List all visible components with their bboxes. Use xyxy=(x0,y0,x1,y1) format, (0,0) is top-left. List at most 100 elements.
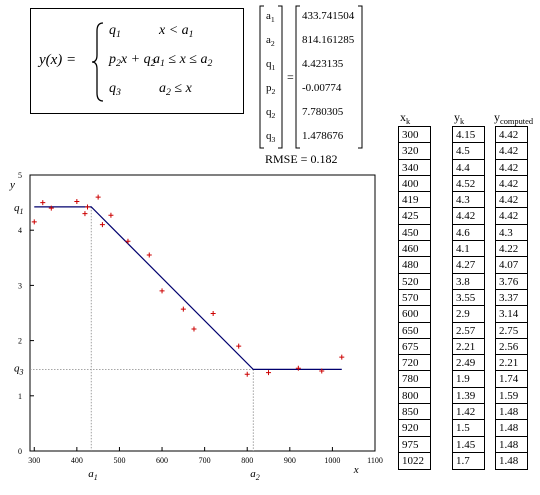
formula-lhs: y(x) = xyxy=(39,52,77,68)
x-cell: 450 xyxy=(399,225,430,242)
formula-case-1-expr: q1 xyxy=(109,23,121,40)
y-cell: 2.57 xyxy=(453,323,484,339)
param-label-a2: a2 xyxy=(266,34,275,48)
header-y: yk xyxy=(454,110,465,126)
x-tick-label: 800 xyxy=(241,456,253,465)
y-cell: 1.39 xyxy=(453,388,484,405)
x-cell: 650 xyxy=(399,323,430,339)
x-cell: 675 xyxy=(399,339,430,356)
ycomputed-cell: 1.74 xyxy=(496,371,527,388)
data-point xyxy=(295,365,301,371)
x-tick-label: 400 xyxy=(71,456,83,465)
y-cell: 4.5 xyxy=(453,143,484,160)
data-point xyxy=(266,370,272,376)
param-value-q1: 4.423135 xyxy=(302,58,344,70)
x-cell: 570 xyxy=(399,290,430,307)
data-point xyxy=(125,238,131,244)
column-x: 300 320 340 400 419 425 450 460 480 520 570 600 650 6… xyxy=(398,126,431,471)
y-cell: 1.9 xyxy=(453,371,484,388)
param-label-p2: p2 xyxy=(266,82,276,96)
x-cell: 800 xyxy=(399,388,430,405)
data-point xyxy=(108,212,114,218)
ycomputed-cell: 3.14 xyxy=(496,306,527,323)
x-cell: 780 xyxy=(399,371,430,388)
column-y: 4.15 4.5 4.4 4.52 4.3 4.42 4.6 4.1 4.27 3.8 3.55 2.… xyxy=(452,126,485,471)
data-point xyxy=(99,222,105,228)
x-tick-label: 1100 xyxy=(367,456,383,465)
x-cell: 400 xyxy=(399,176,430,193)
formula-case-1-cond: x < a1 xyxy=(159,23,194,40)
x-cell: 920 xyxy=(399,420,430,437)
plot-frame xyxy=(29,174,376,452)
formula-case-2-expr: p2x + q2 xyxy=(109,52,156,69)
a1-annotation: a1 xyxy=(88,468,98,482)
y-cell: 1.45 xyxy=(453,437,484,453)
y-cell: 1.7 xyxy=(456,454,470,467)
param-label-a1: a1 xyxy=(266,10,275,24)
x-cell: 720 xyxy=(399,355,430,372)
x-tick-label: 300 xyxy=(28,456,40,465)
q1-annotation: q1 xyxy=(14,202,24,216)
ycomputed-cell: 1.59 xyxy=(496,388,527,405)
data-point xyxy=(339,354,345,360)
ycomputed-cell: 3.37 xyxy=(496,290,527,307)
formula-case-2-cond: a1 ≤ x ≤ a2 xyxy=(153,52,213,69)
x-cell: 850 xyxy=(399,404,430,421)
param-value-q3: 1.478676 xyxy=(302,130,344,142)
ycomputed-cell: 4.07 xyxy=(496,257,527,274)
y-cell: 2.21 xyxy=(453,339,484,356)
fit-line xyxy=(34,206,342,370)
ycomputed-cell: 4.42 xyxy=(496,192,527,209)
param-label-q2: q2 xyxy=(266,106,276,120)
column-ycomputed: 4.42 4.42 4.42 4.42 4.42 4.42 4.3 4.22 4.07 3.76 3… xyxy=(495,126,528,471)
y-cell: 1.42 xyxy=(453,404,484,421)
ycomputed-cell: 4.42 xyxy=(496,160,527,176)
data-point xyxy=(85,204,90,210)
y-axis-label: y xyxy=(9,179,15,191)
y-tick-label: 0 xyxy=(18,447,22,456)
x-cell: 480 xyxy=(399,257,430,274)
ycomputed-cell: 1.48 xyxy=(496,420,527,437)
x-cell: 320 xyxy=(399,143,430,160)
ycomputed-cell: 4.42 xyxy=(496,176,527,193)
ycomputed-cell: 4.22 xyxy=(496,241,527,258)
data-point xyxy=(95,194,101,200)
y-cell: 4.4 xyxy=(453,160,484,176)
formula-case-3-cond: a2 ≤ x xyxy=(159,81,192,98)
header-ycomputed: ycomputed xyxy=(494,110,534,126)
ycomputed-cell: 4.42 xyxy=(496,143,527,160)
y-tick-label: 3 xyxy=(18,281,22,290)
data-point xyxy=(48,205,54,211)
x-cell: 460 xyxy=(399,241,430,258)
x-cell: 419 xyxy=(399,192,430,209)
ycomputed-cell: 1.48 xyxy=(499,454,519,467)
ycomputed-cell: 2.21 xyxy=(496,355,527,372)
param-label-q1: q1 xyxy=(266,58,276,72)
rmse-label: RMSE = 0.182 xyxy=(265,152,338,166)
param-value-a2: 814.161285 xyxy=(302,34,355,46)
y-cell: 4.52 xyxy=(453,176,484,193)
y-cell: 4.3 xyxy=(453,192,484,209)
y-tick-label: 5 xyxy=(18,171,22,180)
ycomputed-cell: 2.56 xyxy=(496,339,527,356)
x-cell: 975 xyxy=(399,437,430,453)
param-value-p2: -0.00774 xyxy=(302,82,342,94)
x-cell: 600 xyxy=(399,306,430,323)
y-tick-label: 2 xyxy=(18,337,22,346)
ycomputed-cell: 1.48 xyxy=(496,437,527,453)
ycomputed-cell: 1.48 xyxy=(496,404,527,421)
y-cell: 3.55 xyxy=(453,290,484,307)
y-cell: 1.5 xyxy=(453,420,484,437)
y-cell: 2.9 xyxy=(453,306,484,323)
y-cell: 4.15 xyxy=(453,127,484,144)
x-tick-label: 700 xyxy=(199,456,211,465)
y-cell: 4.42 xyxy=(453,208,484,225)
x-cell: 340 xyxy=(399,160,430,176)
a2-annotation: a2 xyxy=(250,468,260,482)
x-cell: 300 xyxy=(399,127,430,144)
param-label-q3: q3 xyxy=(266,130,276,144)
data-point xyxy=(74,198,80,204)
x-tick-label: 1000 xyxy=(324,456,340,465)
q3-annotation: q3 xyxy=(14,362,24,376)
x-axis-label: x xyxy=(353,464,359,476)
